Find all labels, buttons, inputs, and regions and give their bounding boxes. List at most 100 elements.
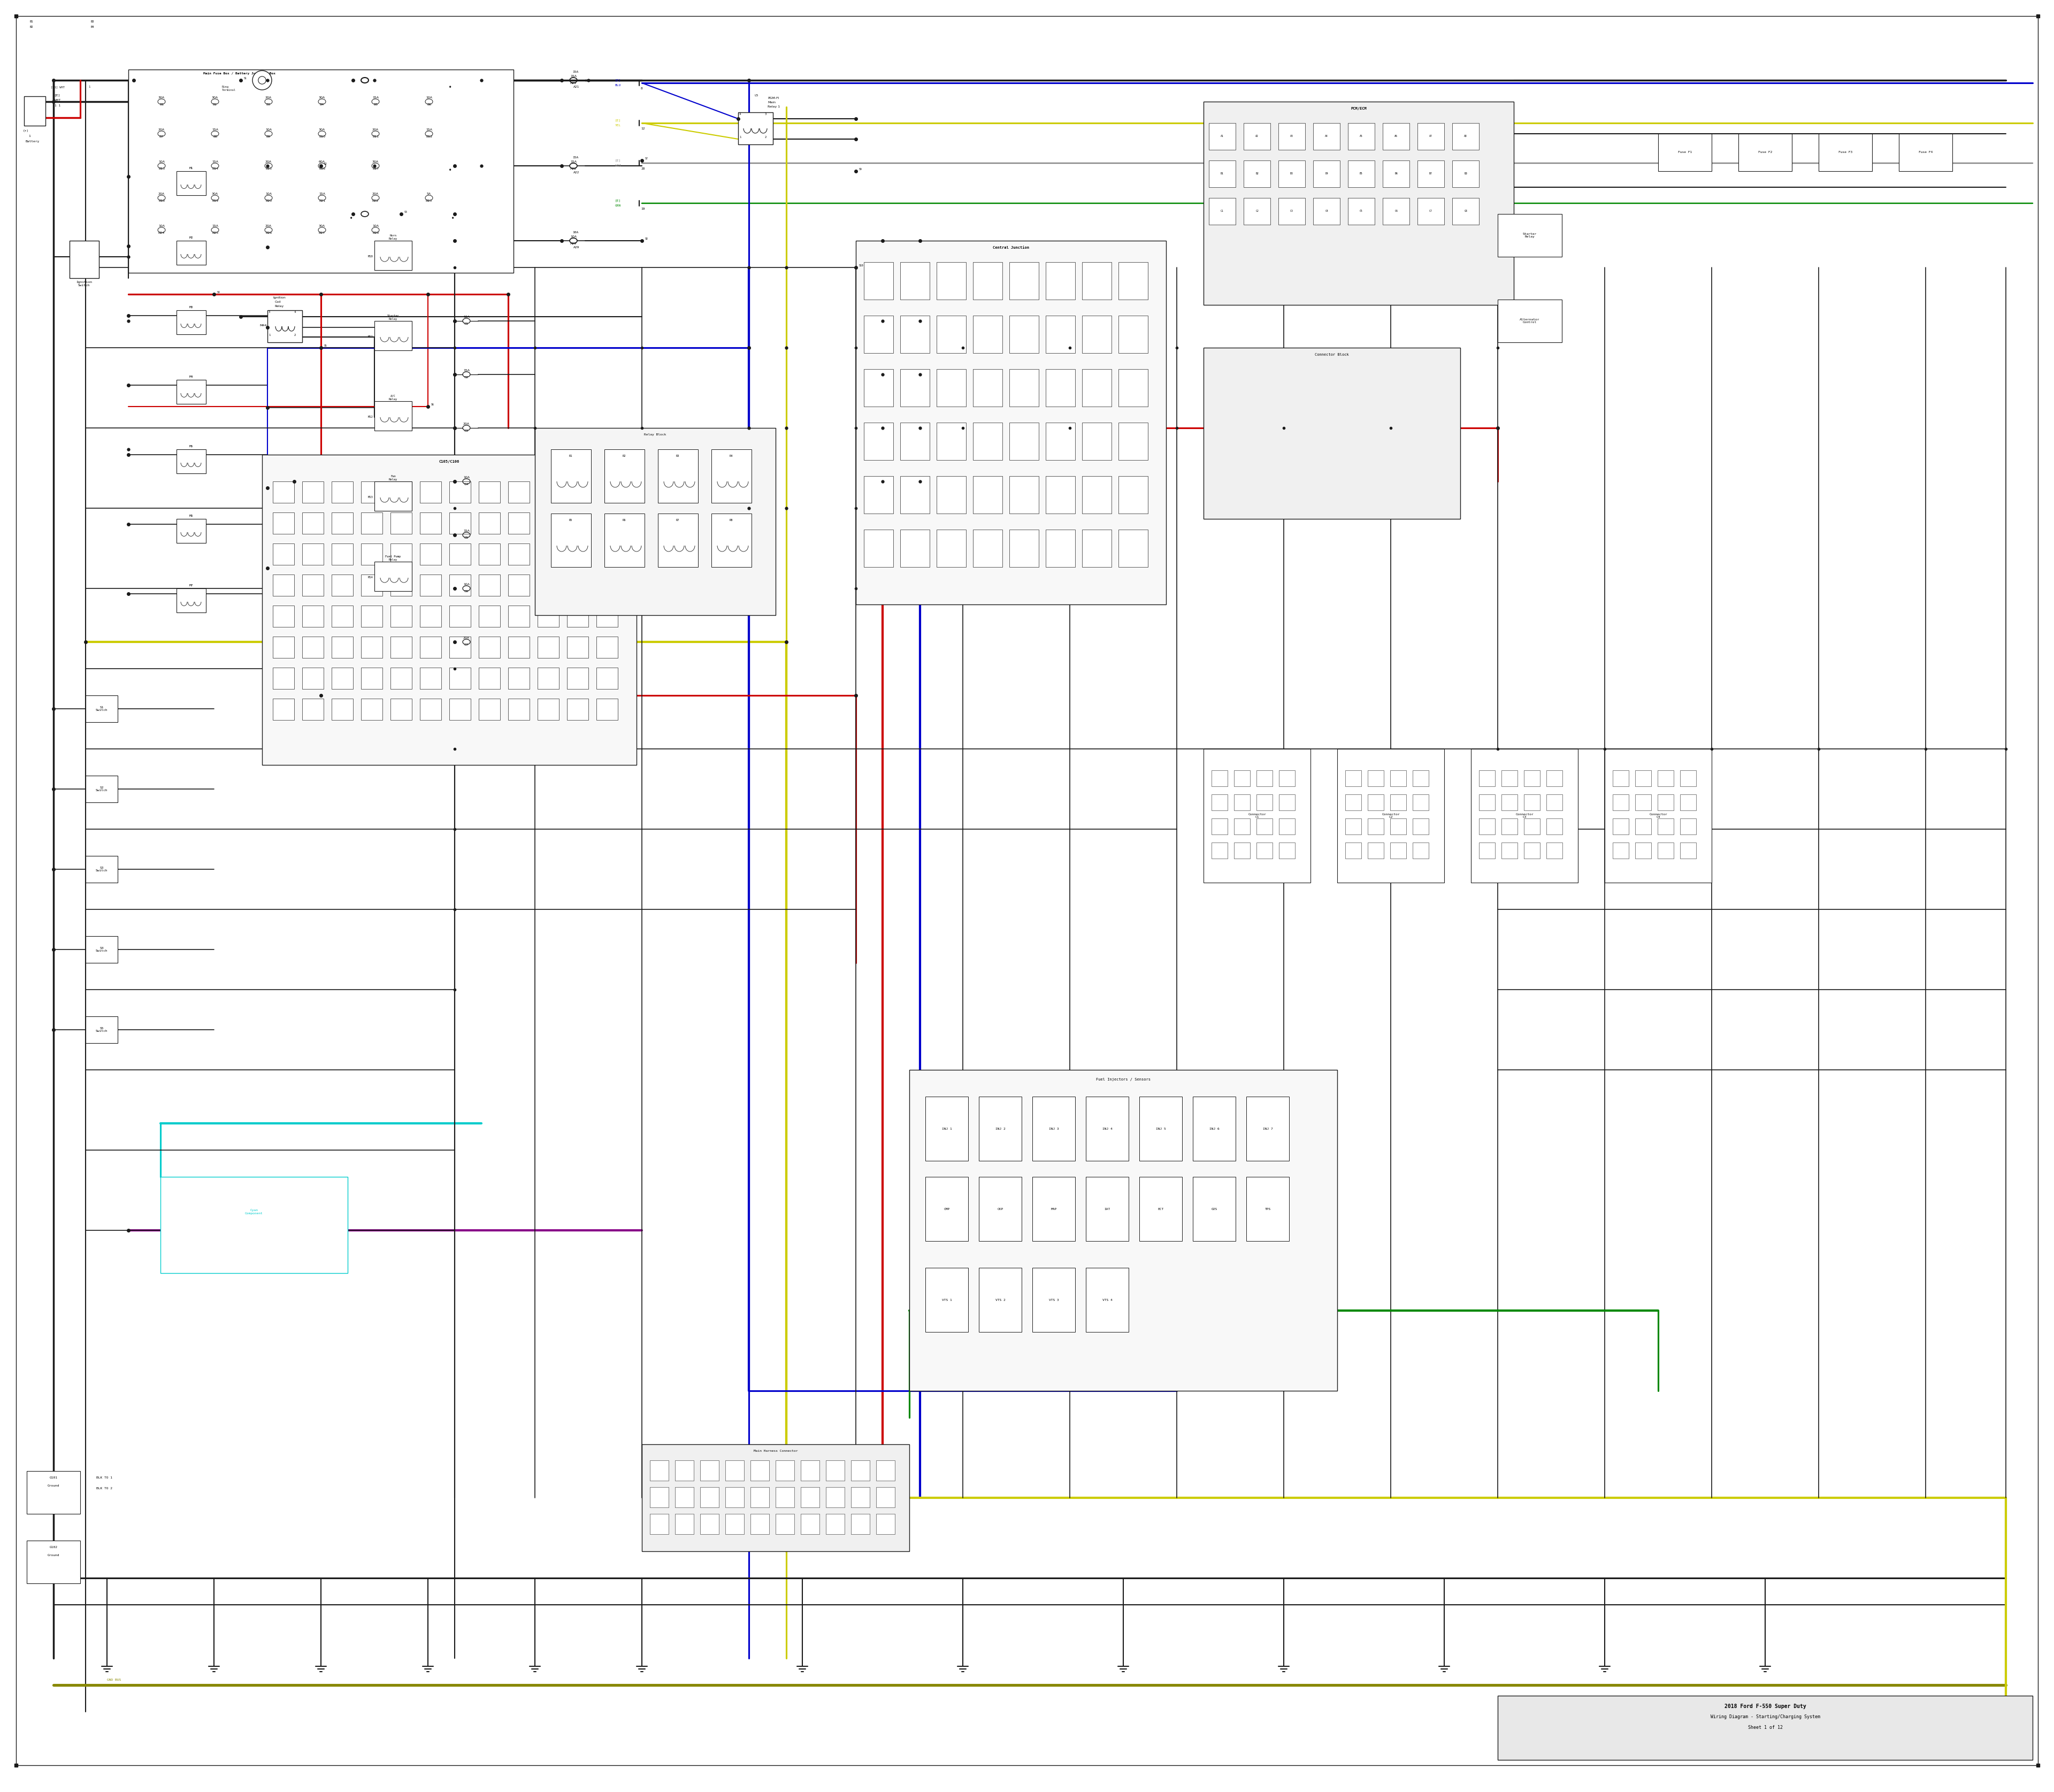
Bar	[86, 857, 117, 883]
Bar	[1497, 1695, 2033, 1760]
Bar	[980, 1267, 1021, 1331]
Bar	[826, 1487, 844, 1507]
Text: B28: B28	[372, 231, 378, 235]
Bar	[1234, 819, 1251, 835]
Bar	[1382, 161, 1409, 186]
Text: B1: B1	[29, 20, 33, 23]
Bar	[450, 575, 470, 597]
Text: Horn
Relay: Horn Relay	[388, 235, 398, 240]
Text: [E]: [E]	[614, 79, 620, 81]
Bar	[750, 1460, 768, 1480]
Text: VTS 1: VTS 1	[941, 1299, 951, 1301]
Bar	[596, 699, 618, 720]
Text: Ignition: Ignition	[273, 296, 286, 299]
Bar	[302, 575, 325, 597]
Text: 15A: 15A	[318, 192, 325, 195]
Bar	[1082, 315, 1111, 353]
Text: B5: B5	[374, 104, 378, 106]
Text: B19: B19	[212, 199, 218, 202]
Text: 20A: 20A	[464, 636, 470, 640]
Bar	[550, 514, 592, 566]
Text: (+): (+)	[23, 129, 29, 133]
Text: 30A: 30A	[212, 192, 218, 195]
Bar	[479, 575, 499, 597]
Bar	[273, 699, 294, 720]
Text: 100A: 100A	[364, 70, 372, 73]
Text: C105/C106: C105/C106	[440, 461, 460, 464]
Text: 15A: 15A	[372, 97, 378, 99]
Bar	[1204, 749, 1310, 883]
Bar	[1413, 842, 1430, 858]
Bar	[160, 1177, 347, 1272]
Text: B3: B3	[1290, 172, 1294, 176]
Text: S1: S1	[244, 77, 246, 79]
Bar	[302, 699, 325, 720]
Bar	[479, 636, 499, 658]
Bar	[1347, 197, 1374, 224]
Text: [E1] WHT: [E1] WHT	[51, 86, 66, 88]
Bar	[390, 482, 413, 504]
Text: Coil: Coil	[275, 301, 281, 303]
Bar	[1345, 819, 1362, 835]
Text: M2: M2	[189, 237, 193, 238]
Bar	[362, 543, 382, 564]
Text: A16: A16	[364, 219, 368, 222]
Bar	[877, 1487, 896, 1507]
Bar	[974, 315, 1002, 353]
Text: C8: C8	[1465, 210, 1467, 213]
Text: B1: B1	[160, 104, 164, 106]
Text: M11: M11	[368, 335, 374, 339]
Text: B5: B5	[1360, 172, 1364, 176]
Bar	[926, 1097, 967, 1161]
Bar	[479, 606, 499, 627]
Text: 15A: 15A	[571, 161, 577, 163]
Bar	[1547, 819, 1563, 835]
Text: Fuse F4: Fuse F4	[1918, 151, 1933, 154]
Bar	[657, 450, 698, 504]
Bar	[331, 482, 353, 504]
Bar	[974, 477, 1002, 514]
Bar	[776, 1514, 795, 1534]
Text: C5: C5	[1360, 210, 1364, 213]
Text: B20: B20	[265, 199, 271, 202]
Text: 10A: 10A	[571, 235, 577, 238]
Text: 10A: 10A	[464, 582, 470, 586]
Bar	[850, 1514, 869, 1534]
Bar	[1547, 794, 1563, 810]
Bar	[1045, 477, 1074, 514]
Bar	[302, 543, 325, 564]
Bar	[479, 482, 499, 504]
Text: C6: C6	[464, 590, 468, 593]
Bar	[865, 423, 893, 461]
Bar	[676, 1514, 694, 1534]
Bar	[331, 606, 353, 627]
Bar	[737, 113, 772, 145]
Text: Relay 1: Relay 1	[768, 106, 781, 108]
Bar	[567, 543, 587, 564]
Text: M44: M44	[259, 324, 267, 326]
Bar	[865, 369, 893, 407]
Bar	[1033, 1177, 1074, 1242]
Bar	[331, 668, 353, 688]
Text: A5: A5	[1360, 134, 1364, 138]
Bar	[980, 1177, 1021, 1242]
Text: B9: B9	[267, 136, 271, 138]
Text: 20A: 20A	[158, 129, 164, 131]
Text: Connector
C3: Connector C3	[1516, 814, 1534, 819]
Text: A6: A6	[1395, 134, 1397, 138]
Bar	[1391, 819, 1407, 835]
Bar	[1045, 423, 1074, 461]
Text: B23: B23	[425, 199, 431, 202]
Bar	[1280, 842, 1294, 858]
Text: C1: C1	[1220, 210, 1224, 213]
Text: [E]: [E]	[55, 93, 60, 97]
Bar	[450, 699, 470, 720]
Bar	[302, 636, 325, 658]
Text: B4: B4	[320, 104, 325, 106]
Text: 5A: 5A	[427, 192, 431, 195]
Text: INJ 3: INJ 3	[1050, 1127, 1058, 1131]
Bar	[450, 482, 470, 504]
Bar	[1501, 771, 1518, 787]
Bar	[538, 543, 559, 564]
Bar	[877, 1514, 896, 1534]
